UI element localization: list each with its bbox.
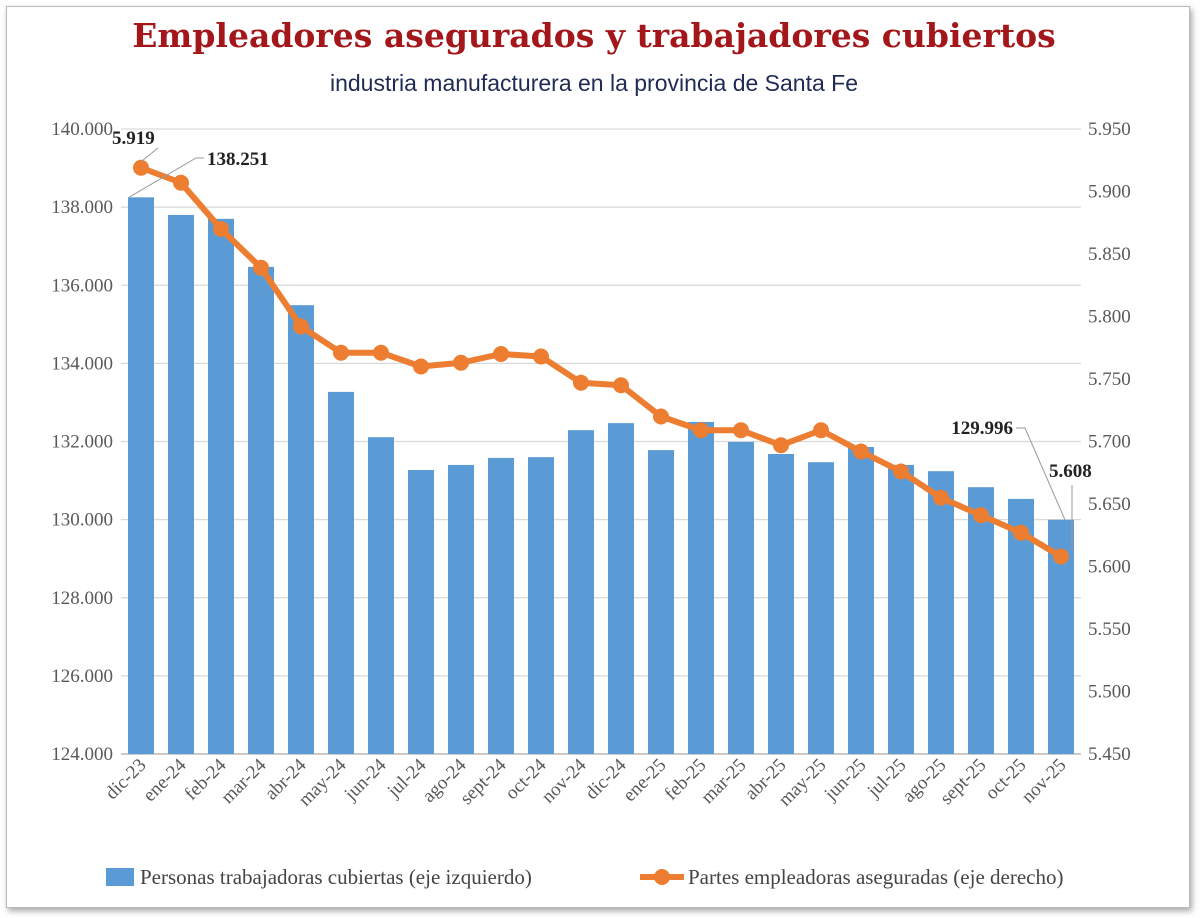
line-point	[733, 422, 749, 439]
bar	[888, 464, 914, 754]
line-point	[173, 174, 189, 191]
line-point	[773, 437, 789, 454]
left-tick-label: 138.000	[51, 197, 113, 218]
line-point	[133, 159, 149, 176]
bar	[488, 457, 514, 754]
bar	[648, 450, 674, 754]
leader-line	[140, 147, 159, 163]
bar	[848, 446, 874, 754]
bar	[448, 464, 474, 754]
bar	[728, 441, 754, 754]
line-series	[139, 164, 1063, 560]
x-tick-label: sept-25	[936, 755, 990, 809]
leader-line	[128, 157, 204, 198]
bar	[928, 471, 954, 754]
data-label: 129.996	[951, 418, 1013, 439]
right-tick-label: 5.950	[1088, 119, 1131, 140]
x-tick-label: ene-25	[619, 755, 670, 806]
line-point	[573, 374, 589, 391]
bar	[328, 391, 354, 754]
bar	[968, 487, 994, 754]
x-tick-label: sept-24	[456, 754, 511, 809]
bar	[688, 421, 714, 754]
line-point	[293, 318, 309, 335]
line-point	[973, 507, 989, 524]
line-point	[533, 348, 549, 365]
bar	[1008, 498, 1034, 754]
bar	[288, 305, 314, 754]
right-tick-label: 5.900	[1088, 182, 1131, 203]
line-point	[933, 489, 949, 506]
x-tick-label: nov-24	[538, 754, 591, 807]
bar	[608, 423, 634, 754]
chart-subtitle: industria manufacturera en la provincia …	[329, 70, 859, 96]
right-tick-label: 5.600	[1088, 557, 1131, 578]
x-tick-label: mar-24	[217, 754, 271, 808]
left-tick-label: 124.000	[51, 744, 113, 765]
line-point	[853, 443, 869, 460]
chart-title: Empleadores asegurados y trabajadores cu…	[132, 16, 1056, 55]
x-tick-label: jun-24	[340, 754, 391, 805]
right-tick-label: 5.850	[1088, 244, 1131, 265]
line-point	[493, 346, 509, 362]
x-tick-label: ene-24	[139, 754, 191, 806]
bar	[808, 462, 834, 754]
right-tick-label: 5.550	[1088, 619, 1131, 640]
right-tick-label: 5.750	[1088, 369, 1131, 390]
left-tick-label: 140.000	[51, 119, 113, 140]
line-point	[413, 358, 429, 375]
right-tick-label: 5.500	[1088, 682, 1131, 703]
legend-line-marker	[654, 869, 670, 885]
x-tick-label: mar-25	[697, 755, 750, 808]
chart-frame	[6, 6, 1190, 908]
line-point	[693, 422, 709, 439]
left-tick-label: 136.000	[51, 275, 113, 296]
line-point	[1013, 524, 1029, 541]
line-point	[893, 463, 909, 480]
bar	[168, 214, 194, 754]
leader-line	[1016, 427, 1066, 520]
legend-bar-swatch	[106, 868, 134, 886]
legend-label: Partes empleadoras aseguradas (eje derec…	[688, 865, 1063, 889]
line-point	[613, 377, 629, 394]
left-tick-label: 134.000	[51, 353, 113, 374]
right-tick-label: 5.800	[1088, 307, 1131, 328]
bar	[768, 454, 794, 754]
line-point	[373, 344, 389, 361]
left-tick-label: 126.000	[51, 666, 113, 687]
line-point	[1053, 548, 1069, 565]
legend-label: Personas trabajadoras cubiertas (eje izq…	[140, 865, 532, 889]
data-label: 5.919	[112, 128, 155, 149]
left-tick-label: 132.000	[51, 432, 113, 453]
line-point	[453, 354, 469, 371]
line-point	[213, 221, 229, 237]
left-tick-label: 130.000	[51, 510, 113, 531]
right-tick-label: 5.450	[1088, 744, 1131, 765]
bar	[248, 266, 274, 754]
right-tick-label: 5.700	[1088, 432, 1131, 453]
bar	[208, 218, 234, 754]
line-point	[333, 344, 349, 361]
data-label: 5.608	[1049, 461, 1092, 482]
right-tick-label: 5.650	[1088, 494, 1131, 515]
bar	[408, 470, 434, 754]
left-tick-label: 128.000	[51, 588, 113, 609]
bar	[528, 457, 554, 754]
data-label: 138.251	[207, 149, 269, 170]
x-tick-label: nov-25	[1018, 755, 1071, 808]
bar	[128, 197, 154, 754]
line-point	[253, 259, 269, 276]
line-point	[653, 408, 669, 425]
line-point	[813, 422, 829, 439]
bar	[368, 437, 394, 754]
bar	[568, 430, 594, 754]
x-tick-label: jun-25	[820, 755, 871, 806]
